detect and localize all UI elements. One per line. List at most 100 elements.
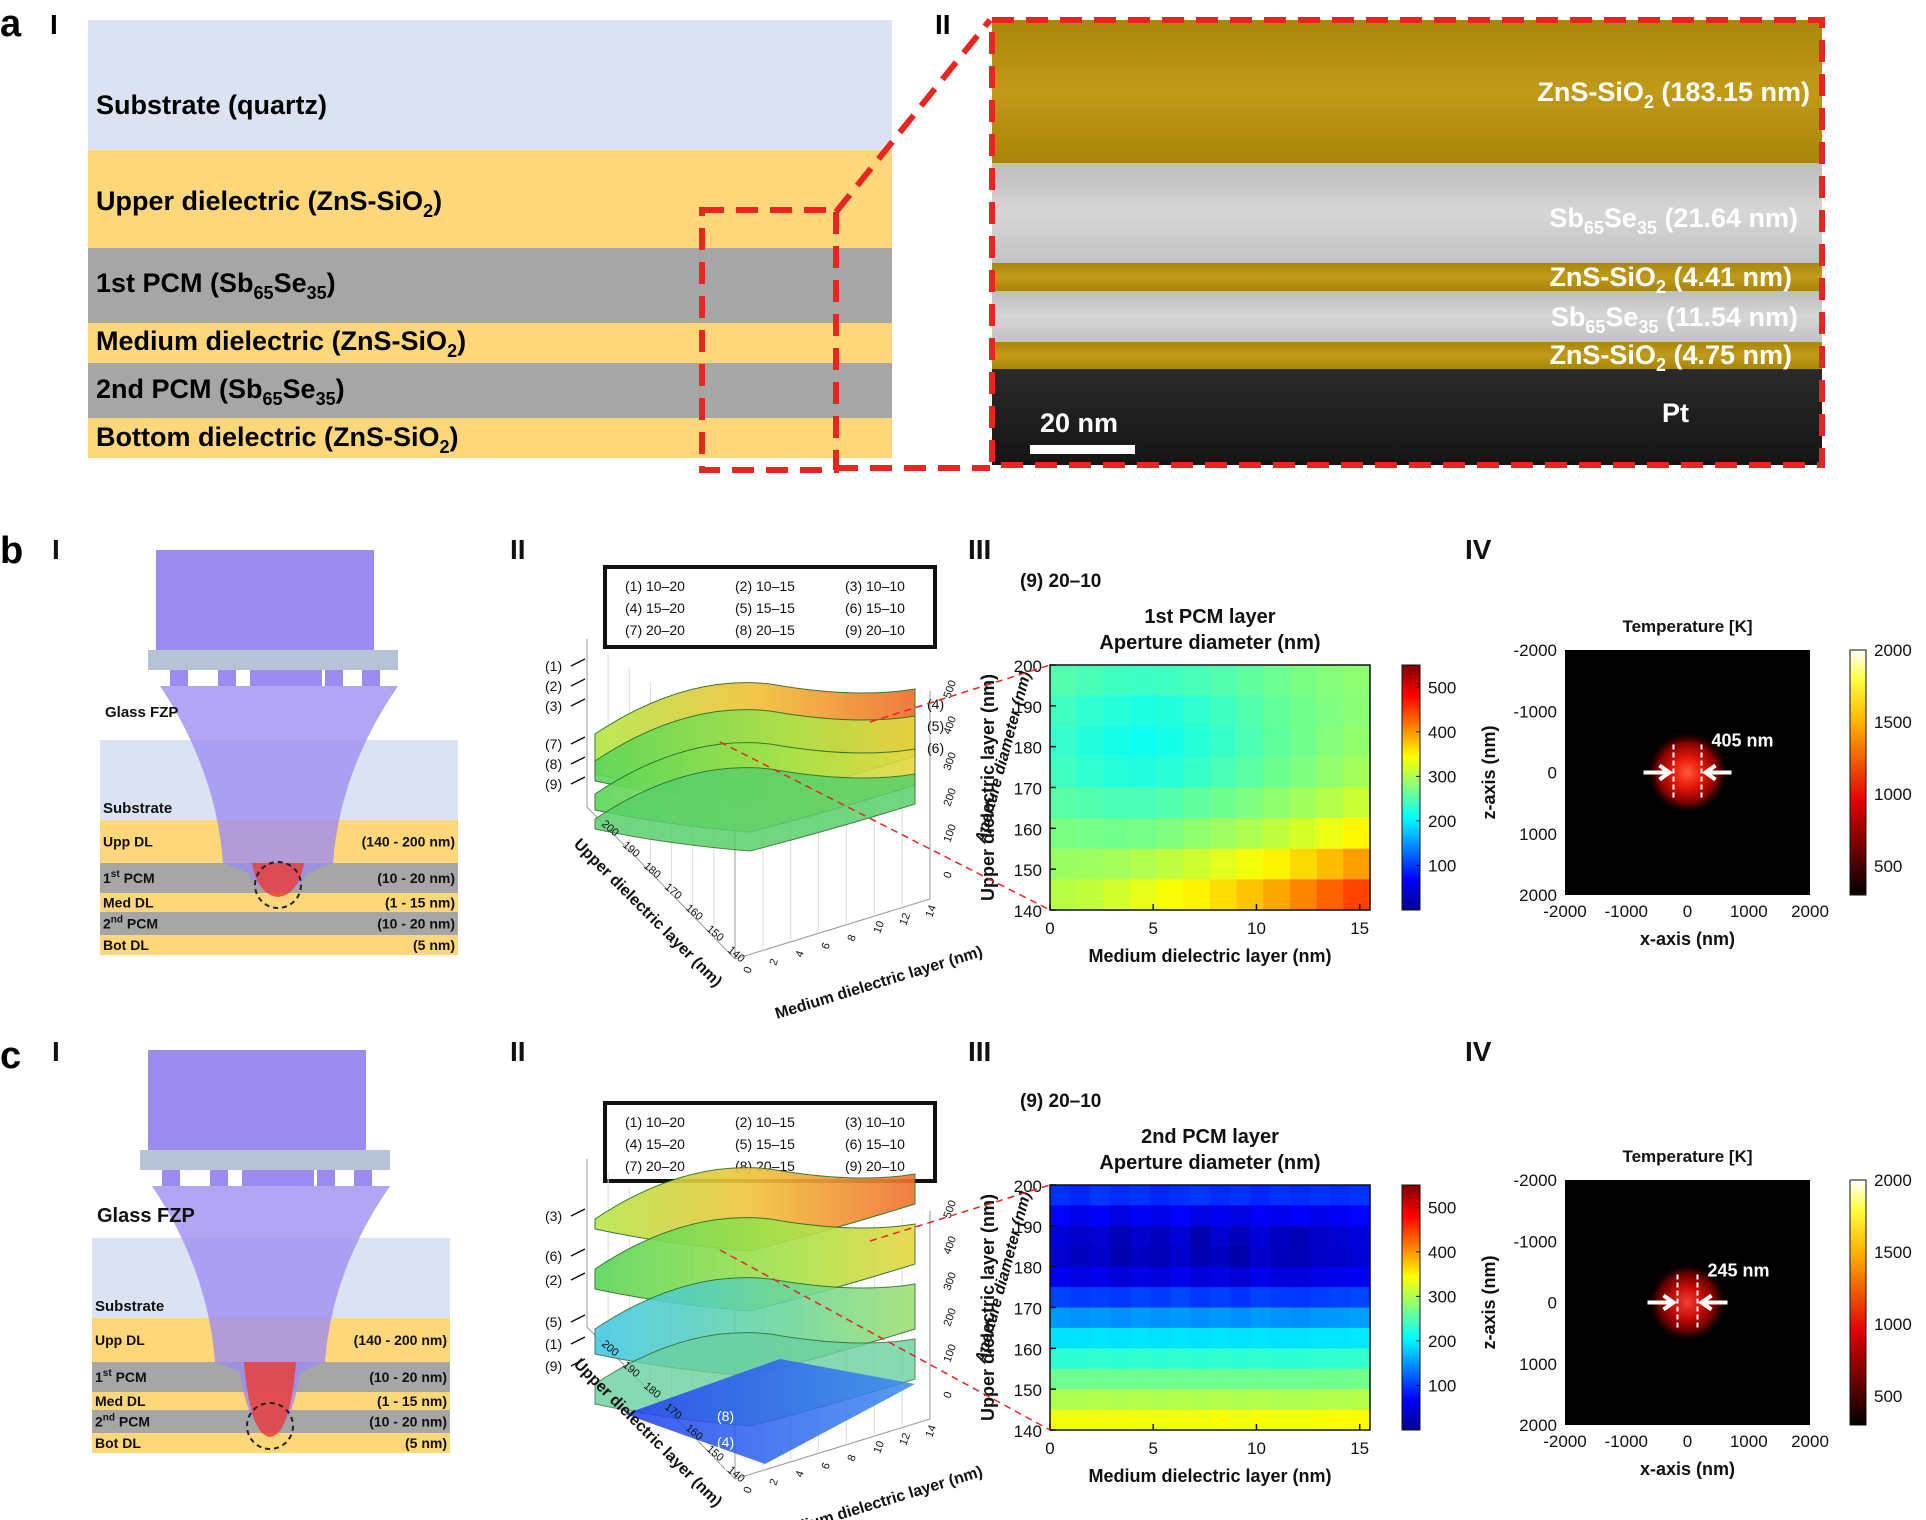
colorbar-tick-label: 500	[1428, 678, 1456, 697]
heatmap-cell	[1130, 1389, 1151, 1411]
heatmap-cell	[1070, 1185, 1091, 1207]
stem-label: Sb65Se35 (11.54 nm)	[1551, 302, 1798, 337]
schematic-layer	[100, 912, 458, 935]
stem-label: Sb65Se35 (21.64 nm)	[1549, 203, 1798, 238]
x-tick-label: -1000	[1605, 902, 1648, 921]
heatmap-cell	[1210, 756, 1238, 789]
heatmap-cell	[1110, 1307, 1131, 1329]
row-label-prefix: Bot DL	[103, 937, 149, 953]
stem-label: ZnS-SiO2 (4.41 nm)	[1549, 262, 1792, 297]
heatmap-cell	[1210, 1327, 1231, 1349]
heatmap-cell	[1076, 818, 1104, 850]
heatmap-cell	[1310, 1225, 1331, 1247]
heatmap-cell	[1210, 1287, 1231, 1309]
case-label: (9) 20–10	[1020, 571, 1101, 592]
heatmap-cell	[1210, 787, 1238, 819]
row-label-sup: nd	[111, 915, 123, 926]
y-tick-label: 200	[1014, 1177, 1042, 1196]
schematic-row-range: (10 - 20 nm)	[369, 1414, 447, 1430]
heatmap-cell	[1350, 1287, 1371, 1309]
y-tick-label: 140	[1014, 902, 1042, 921]
y-axis-label: Upper dielectric layer (nm)	[978, 1194, 998, 1421]
x-tick-label: -2000	[1543, 902, 1586, 921]
surface-label: (9)	[545, 1358, 562, 1374]
surface-label: (8)	[717, 1408, 734, 1424]
heatmap-cell	[1210, 1409, 1231, 1431]
y-tick-label: -2000	[1514, 1171, 1557, 1190]
y-tick-label: 170	[1014, 1300, 1042, 1319]
y-tick: 170	[662, 881, 684, 902]
panel-a: a I II Substrate (quartz) Upper dielectr…	[0, 3, 1825, 473]
heatmap-cell	[1316, 787, 1344, 819]
heatmap-cell	[1270, 1368, 1291, 1390]
heatmap-cell	[1183, 787, 1211, 819]
colorbar-tick-label: 200	[1428, 812, 1456, 831]
x-tick: 4	[794, 1469, 807, 1479]
z-tick: 400	[942, 715, 960, 736]
x-tick: 0	[742, 965, 755, 975]
x-axis-label: x-axis (nm)	[1640, 1459, 1735, 1479]
heatmap-cell	[1183, 818, 1211, 850]
row-label-prefix: Upp DL	[103, 834, 153, 850]
heatmap-cell	[1330, 1327, 1351, 1349]
heatmap-cell	[1170, 1368, 1191, 1390]
x-tick: 8	[846, 933, 859, 943]
chart-subtitle: Aperture diameter (nm)	[1099, 1152, 1320, 1174]
heatmap-cell	[1350, 1327, 1371, 1349]
heatmap-cell	[1330, 1205, 1351, 1227]
heatmap-cell	[1330, 1246, 1351, 1268]
heatmap-cell	[1050, 848, 1078, 880]
heatmap-cell	[1170, 1246, 1191, 1268]
heatmap-cell	[1130, 848, 1158, 880]
heatmap-cell	[1070, 1225, 1091, 1247]
heatmap-cell	[1183, 756, 1211, 789]
layer-label: Upper dielectric (ZnS-SiO2)	[96, 186, 442, 221]
heatmap-cell	[1236, 848, 1264, 880]
schematic-layer	[100, 893, 458, 912]
surface-label-arrow	[570, 756, 586, 765]
heatmap-cell	[1250, 1205, 1271, 1227]
y-tick-label: 150	[1014, 1381, 1042, 1400]
fzp-zone	[162, 1170, 180, 1186]
heatmap-cell	[1050, 756, 1078, 789]
fzp-zone	[218, 670, 236, 686]
heatmap-cell	[1290, 1327, 1311, 1349]
legend-item: (3) 10–10	[845, 578, 905, 594]
surface-label: (9)	[545, 776, 562, 792]
row-label-suffix: PCM	[120, 870, 155, 886]
zoom-connector	[869, 664, 1051, 723]
heatmap-cell	[1290, 1185, 1311, 1207]
colorbar-tick-label: 500	[1874, 857, 1902, 876]
legend-item: (5) 15–15	[735, 1136, 795, 1152]
heatmap-cell	[1250, 1368, 1271, 1390]
heatmap-cell	[1290, 1266, 1311, 1288]
schematic-row-label: Upp DL	[103, 834, 153, 850]
focus-circle	[246, 1402, 294, 1450]
fwhm-arrow	[1647, 1293, 1677, 1312]
layer-label: 2nd PCM (Sb65Se35)	[96, 374, 345, 409]
heatmap-cell	[1250, 1348, 1271, 1370]
laser-beam	[160, 686, 398, 893]
axis-line	[734, 898, 931, 960]
heatmap-cell	[1156, 695, 1184, 727]
layer-label: Medium dielectric (ZnS-SiO2)	[96, 326, 466, 361]
heatmap-cell	[1343, 818, 1371, 850]
z-tick: 300	[942, 1271, 960, 1292]
row-label-prefix: Med DL	[95, 1393, 146, 1409]
heatmap-cell	[1090, 1246, 1111, 1268]
heatmap-cell	[1250, 1185, 1271, 1207]
heatmap-cell	[1230, 1266, 1251, 1288]
heatmap-cell	[1230, 1185, 1251, 1207]
heatmap-cell	[1090, 1225, 1111, 1247]
heatmap-cell	[1290, 848, 1318, 880]
schematic-row-label: Bot DL	[103, 937, 149, 953]
heatmap-cell	[1130, 1409, 1151, 1431]
label-substrate: Substrate	[95, 1298, 164, 1315]
heatmap-cell	[1130, 665, 1158, 697]
heatmap-cell	[1230, 1409, 1251, 1431]
schematic-row-label: 1st PCM	[95, 1368, 147, 1385]
row-label-suffix: PCM	[115, 1414, 150, 1430]
heatmap-cell	[1250, 1327, 1271, 1349]
stem-image: ZnS-SiO2 (183.15 nm) Sb65Se35 (21.64 nm)…	[989, 17, 1825, 468]
schematic-row-range: (5 nm)	[405, 1435, 447, 1451]
